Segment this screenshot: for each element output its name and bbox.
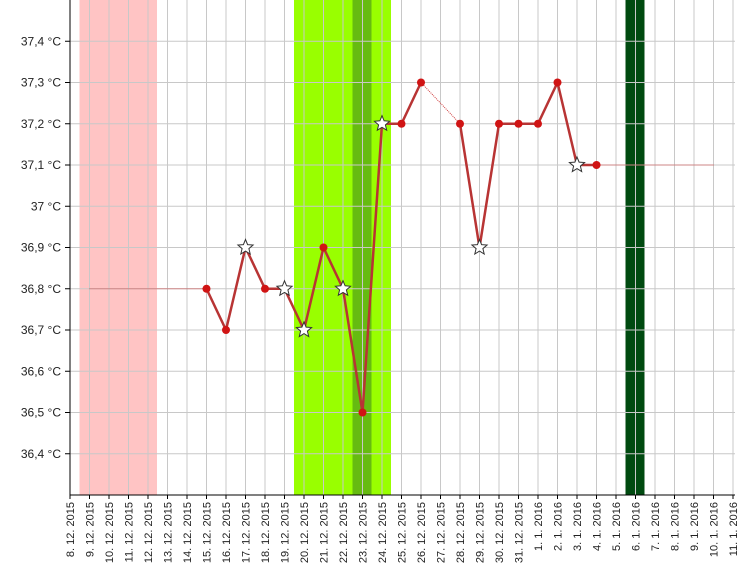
x-tick-label: 1. 1. 2016	[533, 502, 545, 551]
x-tick-label: 6. 1. 2016	[631, 502, 643, 551]
dot-marker	[397, 119, 406, 128]
dot-marker	[534, 119, 542, 128]
dot-marker	[417, 78, 425, 87]
dot-marker	[358, 408, 367, 417]
x-tick-label: 17. 12. 2015	[241, 502, 253, 563]
y-tick-label: 36,8 °C	[21, 282, 61, 296]
star-marker	[568, 155, 586, 173]
dot-marker	[456, 119, 464, 128]
x-tick-label: 16. 12. 2015	[221, 502, 233, 563]
x-tick-label: 31. 12. 2015	[514, 502, 526, 563]
dot-marker	[222, 326, 230, 334]
x-tick-label: 9. 12. 2015	[85, 502, 97, 557]
star-marker	[470, 238, 489, 256]
y-tick-label: 36,5 °C	[21, 406, 61, 420]
star-marker	[373, 114, 391, 132]
y-tick-label: 37,3 °C	[21, 76, 61, 90]
star-marker	[334, 279, 352, 297]
y-tick-label: 37,2 °C	[21, 117, 61, 131]
x-tick-label: 8. 12. 2015	[65, 502, 77, 557]
x-tick-label: 20. 12. 2015	[299, 502, 311, 563]
dot-marker	[553, 78, 562, 87]
y-tick-label: 36,7 °C	[21, 323, 61, 337]
x-tick-label: 11. 1. 2016	[728, 502, 740, 556]
x-tick-label: 3. 1. 2016	[572, 502, 584, 551]
x-tick-label: 9. 1. 2016	[689, 502, 701, 551]
y-tick-label: 37,4 °C	[21, 34, 61, 48]
x-tick-label: 15. 12. 2015	[202, 502, 214, 563]
x-tick-label: 18. 12. 2015	[260, 502, 272, 563]
x-tick-label: 23. 12. 2015	[358, 502, 370, 563]
x-tick-label: 12. 12. 2015	[143, 502, 155, 563]
interpolation-line	[89, 82, 714, 290]
x-tick-label: 29. 12. 2015	[475, 502, 487, 563]
x-tick-label: 10. 12. 2015	[104, 502, 116, 563]
x-tick-label: 24. 12. 2015	[377, 502, 389, 563]
dot-marker	[202, 284, 211, 293]
y-tick-label: 36,4 °C	[21, 447, 61, 461]
star-marker	[236, 238, 255, 256]
x-tick-label: 14. 12. 2015	[182, 502, 194, 563]
x-tick-label: 8. 1. 2016	[670, 502, 682, 551]
y-tick-label: 36,6 °C	[21, 364, 61, 378]
y-tick-label: 36,9 °C	[21, 241, 61, 255]
x-tick-label: 2. 1. 2016	[553, 502, 565, 551]
x-tick-label: 7. 1. 2016	[650, 502, 662, 551]
dot-marker	[592, 161, 601, 169]
star-marker	[295, 320, 313, 338]
x-tick-label: 28. 12. 2015	[455, 502, 467, 563]
dot-marker	[319, 243, 328, 252]
x-tick-label: 11. 12. 2015	[124, 502, 136, 562]
x-tick-label: 10. 1. 2016	[709, 502, 721, 557]
x-tick-label: 22. 12. 2015	[338, 502, 350, 563]
x-tick-label: 5. 1. 2016	[611, 502, 623, 551]
x-tick-label: 26. 12. 2015	[416, 502, 428, 563]
dot-marker	[514, 119, 523, 128]
y-tick-label: 37,1 °C	[21, 158, 61, 172]
x-tick-label: 13. 12. 2015	[163, 502, 175, 563]
x-tick-label: 30. 12. 2015	[494, 502, 506, 563]
y-tick-label: 37 °C	[31, 199, 61, 213]
star-marker	[275, 279, 294, 297]
x-tick-label: 4. 1. 2016	[592, 502, 604, 551]
x-tick-label: 27. 12. 2015	[436, 502, 448, 563]
x-tick-label: 19. 12. 2015	[280, 502, 292, 563]
x-tick-label: 21. 12. 2015	[319, 502, 331, 563]
x-tick-label: 25. 12. 2015	[397, 502, 409, 563]
dot-marker	[261, 284, 269, 293]
dot-marker	[495, 119, 503, 128]
